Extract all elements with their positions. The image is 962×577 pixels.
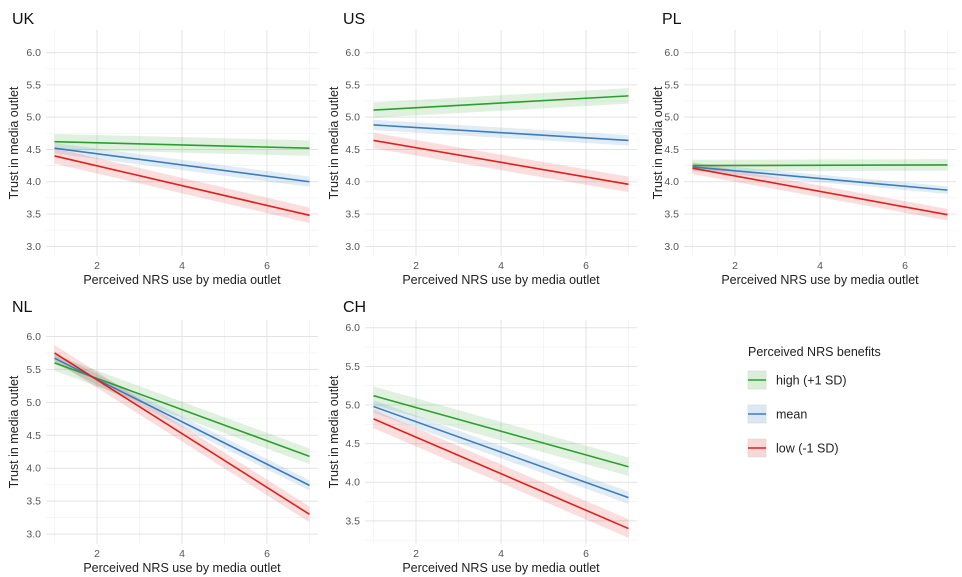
series-line-high-1-sd [373,394,629,468]
y-tick-label: 3.5 [26,496,41,508]
y-tick-label: 5.0 [26,397,41,409]
y-tick-label: 4.5 [26,430,41,442]
y-tick-label: 6.0 [664,47,679,59]
legend: Perceived NRS benefits high (+1 SD) mean lo… [747,345,881,458]
series-line-low-1-sd [54,352,310,516]
x-tick-label: 4 [179,260,185,272]
x-axis-title: Perceived NRS use by media outlet [721,273,919,287]
legend-label: high (+1 SD) [776,374,847,388]
y-tick-label: 5.5 [26,364,41,376]
y-tick-label: 4.5 [345,438,360,450]
panel-pl: 3.0 3.5 4.0 4.5 5.0 5.5 6.0 2 4 6 PL Perceived NRS … [651,11,956,287]
series-line-low-1-sd [54,155,310,217]
series-line-mean [373,124,629,142]
y-tick-label: 5.5 [345,361,360,373]
legend-label: mean [776,408,807,422]
y-axis-title: Trust in media outlet [327,86,341,199]
y-tick-label: 4.0 [345,477,360,489]
legend-title: Perceived NRS benefits [748,345,881,359]
series-line-mean [373,405,629,499]
y-tick-label: 6.0 [345,322,360,334]
x-tick-label: 6 [264,548,270,560]
y-axis-title: Trust in media outlet [327,375,341,488]
series-line-low-1-sd [373,418,629,530]
x-tick-label: 6 [583,260,589,272]
y-tick-label: 3.5 [345,209,360,221]
x-tick-label: 2 [732,260,738,272]
x-axis-title: Perceived NRS use by media outlet [83,561,281,575]
x-tick-label: 6 [583,548,589,560]
y-tick-label: 6.0 [345,47,360,59]
legend-item-high-1-sd: high (+1 SD) [747,370,847,390]
panel-title: UK [12,11,35,28]
y-tick-label: 4.5 [26,144,41,156]
x-tick-label: 2 [413,548,419,560]
x-axis-title: Perceived NRS use by media outlet [402,273,600,287]
y-tick-label: 3.5 [345,515,360,527]
y-tick-label: 5.0 [26,112,41,124]
x-tick-label: 2 [413,260,419,272]
series-line-low-1-sd [373,139,629,186]
series-line-high-1-sd [54,362,310,458]
y-tick-label: 3.0 [345,241,360,253]
series-line-mean [54,147,310,183]
x-tick-label: 6 [902,260,908,272]
y-tick-label: 5.0 [345,112,360,124]
x-axis-title: Perceived NRS use by media outlet [83,273,281,287]
y-tick-label: 3.0 [26,529,41,541]
y-axis-title: Trust in media outlet [651,86,665,199]
legend-label: low (-1 SD) [776,442,839,456]
y-tick-label: 5.5 [664,79,679,91]
y-tick-label: 5.0 [345,399,360,411]
panel-title: US [343,11,365,28]
y-tick-label: 4.0 [345,176,360,188]
y-tick-label: 4.0 [26,463,41,475]
y-tick-label: 5.0 [664,112,679,124]
y-tick-label: 5.5 [26,79,41,91]
y-tick-label: 3.0 [664,241,679,253]
panel-uk: 3.0 3.5 4.0 4.5 5.0 5.5 6.0 2 4 6 UK Perceived NRS … [7,11,318,287]
y-axis-title: Trust in media outlet [7,86,21,199]
series-line-high-1-sd [692,164,948,167]
series-line-low-1-sd [692,167,948,216]
x-tick-label: 4 [817,260,823,272]
y-tick-label: 6.0 [26,47,41,59]
panel-title: CH [343,299,366,316]
y-axis-title: Trust in media outlet [7,375,21,488]
x-tick-label: 4 [498,260,504,272]
x-tick-label: 6 [264,260,270,272]
x-axis-title: Perceived NRS use by media outlet [402,561,600,575]
panel-nl: 3.0 3.5 4.0 4.5 5.0 5.5 6.0 2 4 6 NL Perceived NRS … [7,299,318,575]
y-tick-label: 6.0 [26,331,41,343]
y-tick-label: 4.5 [345,144,360,156]
panel-title: NL [12,299,33,316]
series-line-high-1-sd [54,140,310,149]
panel-us: 3.0 3.5 4.0 4.5 5.0 5.5 6.0 2 4 6 US Perceived NRS … [327,11,637,287]
series-line-high-1-sd [373,95,629,111]
x-tick-label: 2 [94,260,100,272]
x-tick-label: 4 [179,548,185,560]
panel-title: PL [662,11,682,28]
y-tick-label: 3.5 [26,209,41,221]
y-tick-label: 4.0 [664,176,679,188]
y-tick-label: 4.0 [26,176,41,188]
y-tick-label: 3.5 [664,209,679,221]
panel-ch: 3.5 4.0 4.5 5.0 5.5 6.0 2 4 6 CH Perceived NRS use… [327,299,637,575]
y-tick-label: 4.5 [664,144,679,156]
x-tick-label: 4 [498,548,504,560]
series-line-mean [692,166,948,191]
x-tick-label: 2 [94,548,100,560]
y-tick-label: 5.5 [345,79,360,91]
legend-item-low-1-sd: low (-1 SD) [747,438,839,458]
legend-item-mean: mean [747,404,807,424]
y-tick-label: 3.0 [26,241,41,253]
